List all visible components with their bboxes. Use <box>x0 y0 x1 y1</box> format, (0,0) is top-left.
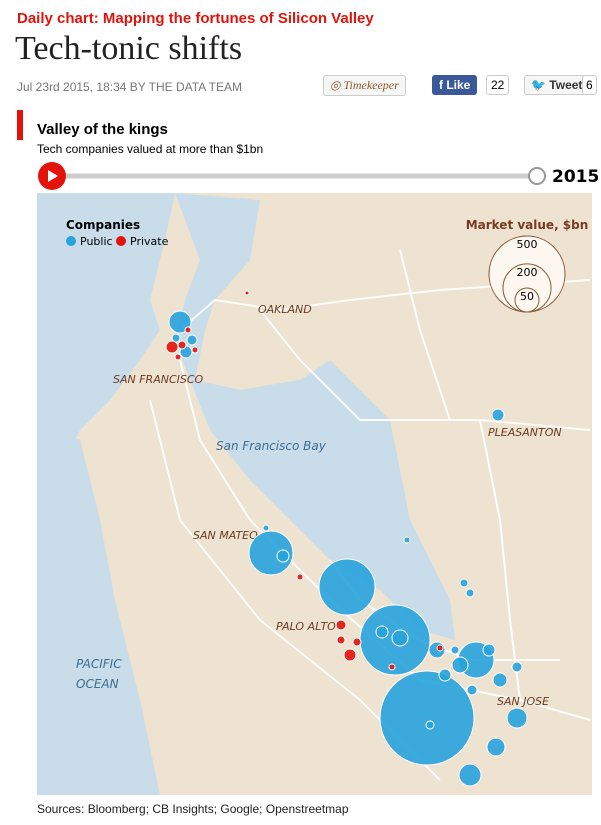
company-bubble <box>186 334 198 346</box>
company-bubble <box>466 684 478 696</box>
map: OAKLAND SAN FRANCISCO San Francisco Bay … <box>37 193 592 795</box>
company-bubble <box>296 573 304 581</box>
company-bubble <box>482 643 496 657</box>
place-label: San Francisco Bay <box>216 439 327 453</box>
company-bubble <box>506 707 528 729</box>
byline: Jul 23rd 2015, 18:34 BY THE DATA TEAM <box>17 80 243 94</box>
company-bubble <box>451 656 469 674</box>
kicker: Daily chart: Mapping the fortunes of Sil… <box>17 10 374 27</box>
company-bubble <box>438 668 452 682</box>
legend-item: Public <box>80 235 113 248</box>
legend-title: Companies <box>66 218 140 232</box>
company-bubble <box>403 536 411 544</box>
tweet-button[interactable]: 🐦 Tweet <box>524 75 590 95</box>
size-label: 200 <box>517 266 538 279</box>
like-count: 22 <box>486 75 510 95</box>
place-label: PACIFIC <box>76 657 122 671</box>
company-bubble <box>248 530 294 576</box>
pacific <box>37 420 160 795</box>
company-bubble <box>177 340 187 350</box>
graphic-title: Valley of the kings <box>37 121 168 138</box>
legend-swatch <box>66 236 76 246</box>
company-bubble <box>459 578 469 588</box>
company-bubble <box>465 588 475 598</box>
year-label: 2015 <box>552 167 599 187</box>
slider: 2015 <box>38 162 599 190</box>
place-label: OCEAN <box>76 677 119 691</box>
timekeeper-label: Timekeeper <box>343 78 399 92</box>
source: Sources: Bloomberg; CB Insights; Google;… <box>37 802 349 816</box>
place-label: PALO ALTO <box>276 620 336 633</box>
company-bubble <box>391 629 409 647</box>
headline: Tech-tonic shifts <box>15 30 243 67</box>
bubbles <box>165 290 528 787</box>
company-bubble <box>191 346 199 354</box>
company-bubble <box>491 408 505 422</box>
company-bubble <box>343 648 357 662</box>
company-bubble <box>436 644 444 652</box>
company-bubble <box>276 549 290 563</box>
company-bubble <box>511 661 523 673</box>
tweet-count: 6 <box>582 75 597 95</box>
company-bubble <box>262 524 270 532</box>
place-label: PLEASANTON <box>488 426 562 439</box>
place-label: SAN FRANCISCO <box>113 373 204 386</box>
company-bubble <box>492 672 508 688</box>
company-bubble <box>486 737 506 757</box>
place-label: SAN MATEO <box>193 529 258 542</box>
company-bubble <box>388 663 396 671</box>
slider-handle[interactable] <box>528 167 546 185</box>
company-bubble <box>425 720 435 730</box>
company-bubble <box>184 326 192 334</box>
company-bubble <box>352 637 362 647</box>
company-bubble <box>335 619 347 631</box>
like-button[interactable]: f Like <box>432 75 478 95</box>
size-circle <box>514 287 540 313</box>
company-bubble <box>375 625 389 639</box>
size-label: 500 <box>517 238 538 251</box>
company-bubble <box>450 645 460 655</box>
accent-bar <box>17 110 23 140</box>
ocean-north <box>37 193 175 480</box>
legend-item: Private <box>130 235 169 248</box>
company-bubble <box>174 353 182 361</box>
company-bubble <box>168 310 192 334</box>
like-label: Like <box>446 78 471 92</box>
tweet-label: Tweet <box>549 78 583 92</box>
play-icon <box>48 170 58 182</box>
company-bubble <box>318 558 376 616</box>
bay <box>175 193 455 640</box>
size-legend: 500 200 50 <box>488 235 566 313</box>
size-legend-title: Market value, $bn <box>466 218 589 232</box>
company-bubble <box>458 763 482 787</box>
company-bubble <box>379 670 475 766</box>
place-label: SAN JOSE <box>497 695 549 708</box>
place-label: OAKLAND <box>258 303 312 316</box>
timekeeper-button[interactable]: ◎ Timekeeper <box>323 75 406 96</box>
company-bubble <box>165 340 179 354</box>
size-label: 50 <box>520 290 534 303</box>
company-bubble <box>336 635 346 645</box>
company-bubble <box>244 290 250 296</box>
place-labels: OAKLAND SAN FRANCISCO San Francisco Bay … <box>76 303 562 708</box>
legend-swatch <box>116 236 126 246</box>
graphic-subtitle: Tech companies valued at more than $1bn <box>37 142 264 156</box>
